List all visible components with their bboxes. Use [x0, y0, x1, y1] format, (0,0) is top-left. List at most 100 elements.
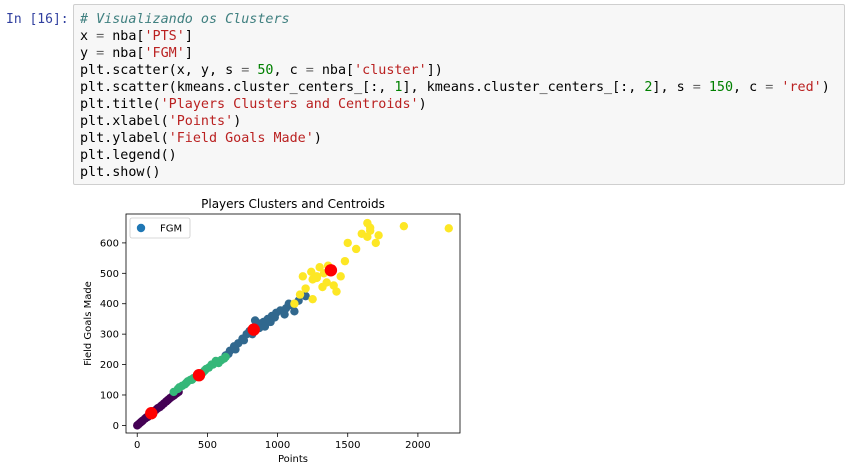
code-token: =: [96, 29, 105, 44]
code-token: nba[: [313, 63, 355, 78]
data-point: [399, 221, 409, 231]
data-point: [308, 294, 317, 304]
code-token: ]): [426, 63, 443, 78]
data-point: [365, 223, 375, 232]
code-token: , c: [273, 63, 306, 78]
data-point: [315, 263, 324, 272]
data-point: [280, 310, 289, 319]
code-line: plt.scatter(x, y, s = 50, c = nba['clust…: [80, 62, 830, 79]
data-point: [211, 356, 221, 366]
cell-output: Players Clusters and Centroids Points Fiel…: [81, 192, 471, 467]
data-point: [301, 284, 310, 293]
code-line: plt.title('Players Clusters and Centroid…: [80, 96, 830, 113]
code-cell-editor[interactable]: # Visualizando os Clusters x = nba['PTS']…: [73, 4, 845, 185]
y-tick-label: 100: [100, 390, 119, 401]
data-point: [336, 272, 345, 281]
data-point: [290, 307, 299, 316]
data-point: [340, 256, 350, 266]
code-token: 'Field Goals Made': [168, 131, 314, 146]
data-point: [295, 290, 305, 299]
y-tick-label: 200: [100, 360, 119, 371]
code-token: y: [80, 46, 97, 61]
data-point: [266, 317, 275, 327]
code-token: plt.scatter(x, y, s: [80, 63, 242, 78]
legend-box: [129, 217, 191, 239]
code-token: 'PTS': [144, 29, 185, 44]
code-token: nba[: [104, 29, 145, 44]
code-token: 'Points': [168, 114, 234, 129]
code-line: plt.legend(): [80, 147, 830, 164]
centroid-point: [247, 323, 260, 336]
code-token: 1: [394, 80, 403, 95]
x-tick-label: 1500: [335, 440, 360, 451]
data-point: [318, 282, 327, 292]
data-point: [162, 396, 171, 406]
y-tick-label: 300: [100, 330, 119, 341]
code-token: ): [821, 80, 830, 95]
code-token: plt.xlabel(: [80, 114, 169, 129]
data-point: [371, 238, 380, 248]
code-token: plt.scatter(kmeans.cluster_centers_[:,: [80, 80, 395, 95]
code-token: nba[: [104, 46, 145, 61]
y-tick-label: 0: [113, 421, 119, 432]
centroid-point: [324, 264, 338, 277]
code-token: ): [233, 114, 242, 129]
x-tick-label: 2000: [405, 440, 430, 451]
code-token: =: [765, 80, 774, 95]
code-token: =: [241, 63, 250, 78]
x-axis-label: Points: [278, 454, 308, 465]
data-point: [183, 377, 192, 386]
legend-marker: [136, 223, 146, 233]
data-point: [231, 345, 240, 354]
code-token: 150: [708, 80, 734, 95]
code-token: plt.legend(): [80, 148, 177, 163]
data-point: [220, 354, 229, 363]
data-point: [298, 272, 308, 281]
code-text[interactable]: # Visualizando os Clusters x = nba['PTS']…: [80, 11, 830, 181]
code-token: 'FGM': [144, 46, 185, 61]
code-line: y = nba['FGM']: [80, 45, 830, 62]
code-token: =: [305, 63, 314, 78]
code-token: ): [418, 97, 427, 112]
x-tick-label: 500: [198, 440, 217, 451]
code-token: 50: [257, 63, 274, 78]
plot-area: [125, 213, 461, 434]
code-token: ], s: [652, 80, 693, 95]
code-token: 'cluster': [354, 63, 427, 78]
chart-title: Players Clusters and Centroids: [201, 197, 385, 211]
data-point: [312, 273, 322, 283]
data-point: [343, 238, 352, 248]
code-token: [701, 80, 709, 95]
code-token: ): [313, 131, 322, 146]
data-point: [351, 244, 361, 254]
y-tick-label: 500: [100, 269, 119, 280]
code-line: plt.xlabel('Points'): [80, 113, 830, 130]
code-token: # Visualizando os Clusters: [80, 12, 290, 27]
data-point: [374, 231, 383, 240]
code-token: 'Players Clusters and Centroids': [160, 97, 419, 112]
data-point: [250, 316, 260, 325]
code-token: , c: [733, 80, 766, 95]
cell-prompt: In [16]:: [6, 12, 69, 27]
code-token: ]: [184, 46, 193, 61]
code-token: 'red': [781, 80, 822, 95]
scatter-chart: Players Clusters and Centroids Points Fiel…: [83, 197, 461, 465]
code-token: ], kmeans.cluster_centers_[:,: [402, 80, 645, 95]
centroid-point: [192, 369, 206, 382]
code-token: =: [96, 46, 105, 61]
code-token: x: [80, 29, 97, 44]
y-tick-label: 600: [100, 238, 119, 249]
data-point: [444, 224, 453, 233]
code-token: plt.title(: [80, 97, 161, 112]
data-point: [307, 267, 316, 276]
code-token: ]: [184, 29, 193, 44]
y-tick-label: 400: [100, 299, 119, 310]
code-token: plt.ylabel(: [80, 131, 169, 146]
legend-label: FGM: [160, 224, 182, 235]
code-token: 2: [644, 80, 653, 95]
centroid-point: [145, 407, 158, 420]
data-point: [290, 299, 299, 308]
data-point: [332, 287, 341, 296]
code-token: =: [692, 80, 701, 95]
code-token: plt.show(): [80, 165, 161, 180]
